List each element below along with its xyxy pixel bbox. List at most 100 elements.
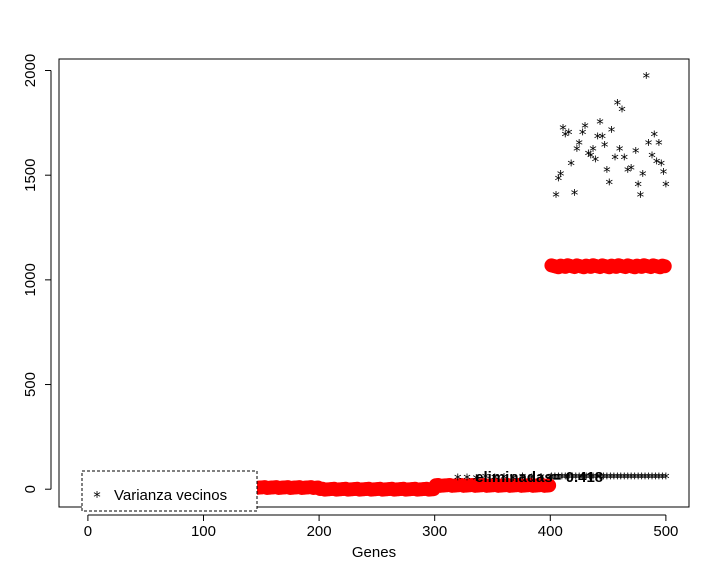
legend: * Varianza vecinos [81,470,258,512]
star-point: * [527,471,536,489]
x-tick-label: 200 [307,523,332,540]
star-point: * [609,470,618,488]
star-point-series: * * * * * * * * * * ******************************… [453,69,670,489]
star-point: * [589,470,598,488]
star-point: * [615,142,624,160]
star-point: * [575,470,584,488]
star-point: * [557,470,566,488]
star-point: * [605,176,614,194]
star-point: * [578,470,587,488]
annotation-eliminadas: eliminadas= 0.418 [475,469,603,486]
y-tick-label: 0 [22,485,39,493]
star-point: * [453,471,462,489]
star-point: * [575,136,584,154]
star-point: * [518,469,527,487]
x-tick-label: 100 [191,523,216,540]
star-point: * [558,121,567,139]
red-point [657,259,672,274]
star-point: * [617,102,626,120]
x-axis-title: Genes [352,544,396,561]
star-point: * [631,144,640,162]
star-point: * [623,470,632,488]
star-point: * [613,96,622,114]
star-point: * [611,150,620,168]
star-point: * [630,470,639,488]
star-point: * [598,130,607,148]
star-point: * [564,125,573,143]
star-point: * [647,470,656,488]
x-tick-label: 0 [84,523,92,540]
star-point: * [509,471,518,489]
star-point: * [556,167,565,185]
star-point: * [602,163,611,181]
star-point: * [580,119,589,137]
star-point: * [642,69,651,87]
star-point: * [620,150,629,168]
star-point: * [570,186,579,204]
star-point: * [561,470,570,488]
star-point: * [546,470,555,488]
star-point: * [654,136,663,154]
legend-label: Varianza vecinos [114,487,227,504]
star-point: * [599,470,608,488]
y-tick-label: 500 [22,372,39,397]
star-point: * [550,470,559,488]
star-point: * [650,127,659,145]
star-point: * [638,167,647,185]
star-point: * [568,470,577,488]
star-point: * [641,470,650,488]
star-point: * [627,470,636,488]
star-point: * [472,471,481,489]
star-point: * [652,155,661,173]
plot-frame [58,58,690,508]
red-point-series [82,258,672,497]
y-tick-label: 2000 [22,54,39,87]
star-point: * [661,470,670,488]
star-point: * [586,148,595,166]
star-point: * [481,470,490,488]
star-point: * [589,142,598,160]
star-point: * [554,470,563,488]
star-point: * [654,470,663,488]
star-point: * [572,142,581,160]
star-point: * [636,188,645,206]
star-point: * [644,136,653,154]
star-point: * [571,470,580,488]
star-point: * [634,178,643,196]
star-point: * [606,470,615,488]
star-point: * [616,470,625,488]
star-point: * [537,470,546,488]
star-point: * [554,171,563,189]
star-point: * [578,125,587,143]
star-point: * [657,157,666,175]
red-point [542,478,557,493]
star-point: * [661,178,670,196]
star-point: * [647,148,656,166]
star-point: * [591,153,600,171]
star-point: * [644,470,653,488]
star-point: * [607,123,616,141]
x-tick-label: 300 [422,523,447,540]
star-point: * [658,470,667,488]
star-point: * [637,470,646,488]
star-point: * [602,470,611,488]
star-point: * [547,470,556,488]
star-point: * [593,130,602,148]
x-tick-label: 400 [538,523,563,540]
x-tick-label: 500 [653,523,678,540]
star-point: * [627,161,636,179]
star-point: * [659,165,668,183]
star-point: * [490,471,499,489]
star-point: * [634,470,643,488]
star-point: * [582,470,591,488]
star-point: * [552,188,561,206]
star-point: * [651,470,660,488]
star-point: * [592,470,601,488]
star-point: * [595,470,604,488]
star-point: * [613,470,622,488]
star-point: * [595,115,604,133]
y-tick-label: 1000 [22,263,39,296]
star-point: * [500,470,509,488]
legend-box [81,470,258,512]
